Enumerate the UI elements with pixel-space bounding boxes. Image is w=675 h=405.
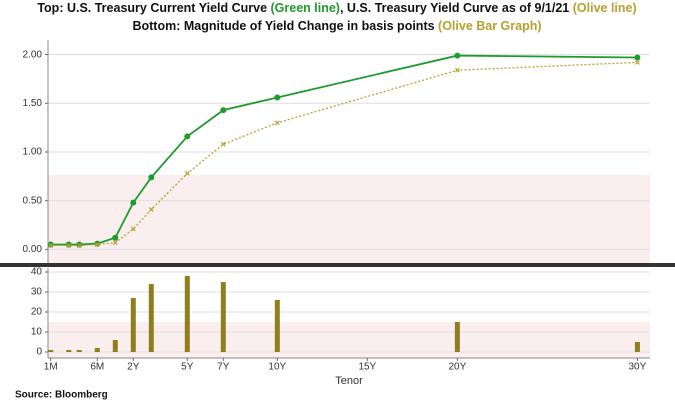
point [130, 199, 137, 206]
series-line [50, 61, 638, 247]
point [76, 241, 83, 248]
point [634, 54, 641, 61]
x-tick-label: 5Y [181, 362, 194, 373]
y-tick-label: 10 [31, 327, 43, 338]
y-tick-label: 1.00 [23, 147, 43, 158]
point [454, 52, 461, 59]
x-tick-label: 2Y [127, 362, 140, 373]
point [148, 207, 154, 212]
bar [634, 342, 640, 352]
x-tick-label: 20Y [448, 362, 466, 373]
x-tick-label: 30Y [628, 362, 646, 373]
point [274, 94, 281, 101]
bar [274, 300, 280, 352]
point [130, 226, 136, 232]
source: Source: Bloomberg [15, 390, 108, 401]
point [220, 141, 226, 147]
point [148, 174, 155, 181]
x-tick-label: 6M [90, 362, 104, 373]
point [274, 120, 280, 126]
x-tick-label: 10Y [268, 362, 286, 373]
title-part: , U.S. Treasury Yield Curve as of 9/1/21 [340, 1, 573, 15]
title-part: (Olive line) [573, 1, 637, 15]
point [112, 240, 118, 246]
x-tick-label: 1M [44, 362, 58, 373]
point [66, 243, 72, 248]
point [48, 243, 54, 248]
bar [130, 298, 136, 352]
point [184, 171, 190, 176]
y-tick-label: 0 [36, 347, 42, 358]
point [112, 234, 119, 241]
y-tick-label: 2.00 [23, 49, 43, 60]
point [220, 107, 227, 114]
chart-title: Top: U.S. Treasury Current Yield Curve (… [37, 1, 636, 15]
bar [184, 276, 190, 352]
point [76, 243, 82, 248]
bar [112, 340, 118, 352]
point [184, 133, 191, 140]
point [94, 242, 100, 247]
bar [148, 284, 154, 352]
bar [66, 350, 72, 352]
point [634, 59, 640, 65]
chart-subtitle: Bottom: Magnitude of Yield Change in bas… [132, 19, 541, 33]
y-tick-label: 40 [31, 267, 43, 278]
bar [220, 282, 226, 352]
y-tick-label: 0.00 [23, 244, 43, 255]
title-part: Top: U.S. Treasury Current Yield Curve [37, 1, 270, 15]
x-tick-label: 7Y [217, 362, 230, 373]
y-tick-label: 30 [31, 287, 43, 298]
shaded-band [48, 322, 650, 358]
title-part: (Green line) [271, 1, 340, 15]
bar [94, 348, 100, 352]
point [454, 67, 460, 73]
title-part: (Olive Bar Graph) [438, 19, 542, 33]
point [65, 241, 72, 248]
bar [76, 350, 82, 352]
bar [454, 322, 460, 352]
shaded-band [48, 175, 650, 265]
separator [0, 263, 675, 267]
bar [48, 350, 54, 352]
y-tick-label: 20 [31, 307, 43, 318]
y-tick-label: 0.50 [23, 195, 43, 206]
y-tick-label: 1.50 [23, 98, 43, 109]
point [94, 240, 101, 247]
x-tick-label: 15Y [358, 362, 376, 373]
point [47, 241, 54, 248]
title-part: Bottom: Magnitude of Yield Change in bas… [132, 19, 438, 33]
x-axis-label: Tenor [335, 375, 363, 387]
